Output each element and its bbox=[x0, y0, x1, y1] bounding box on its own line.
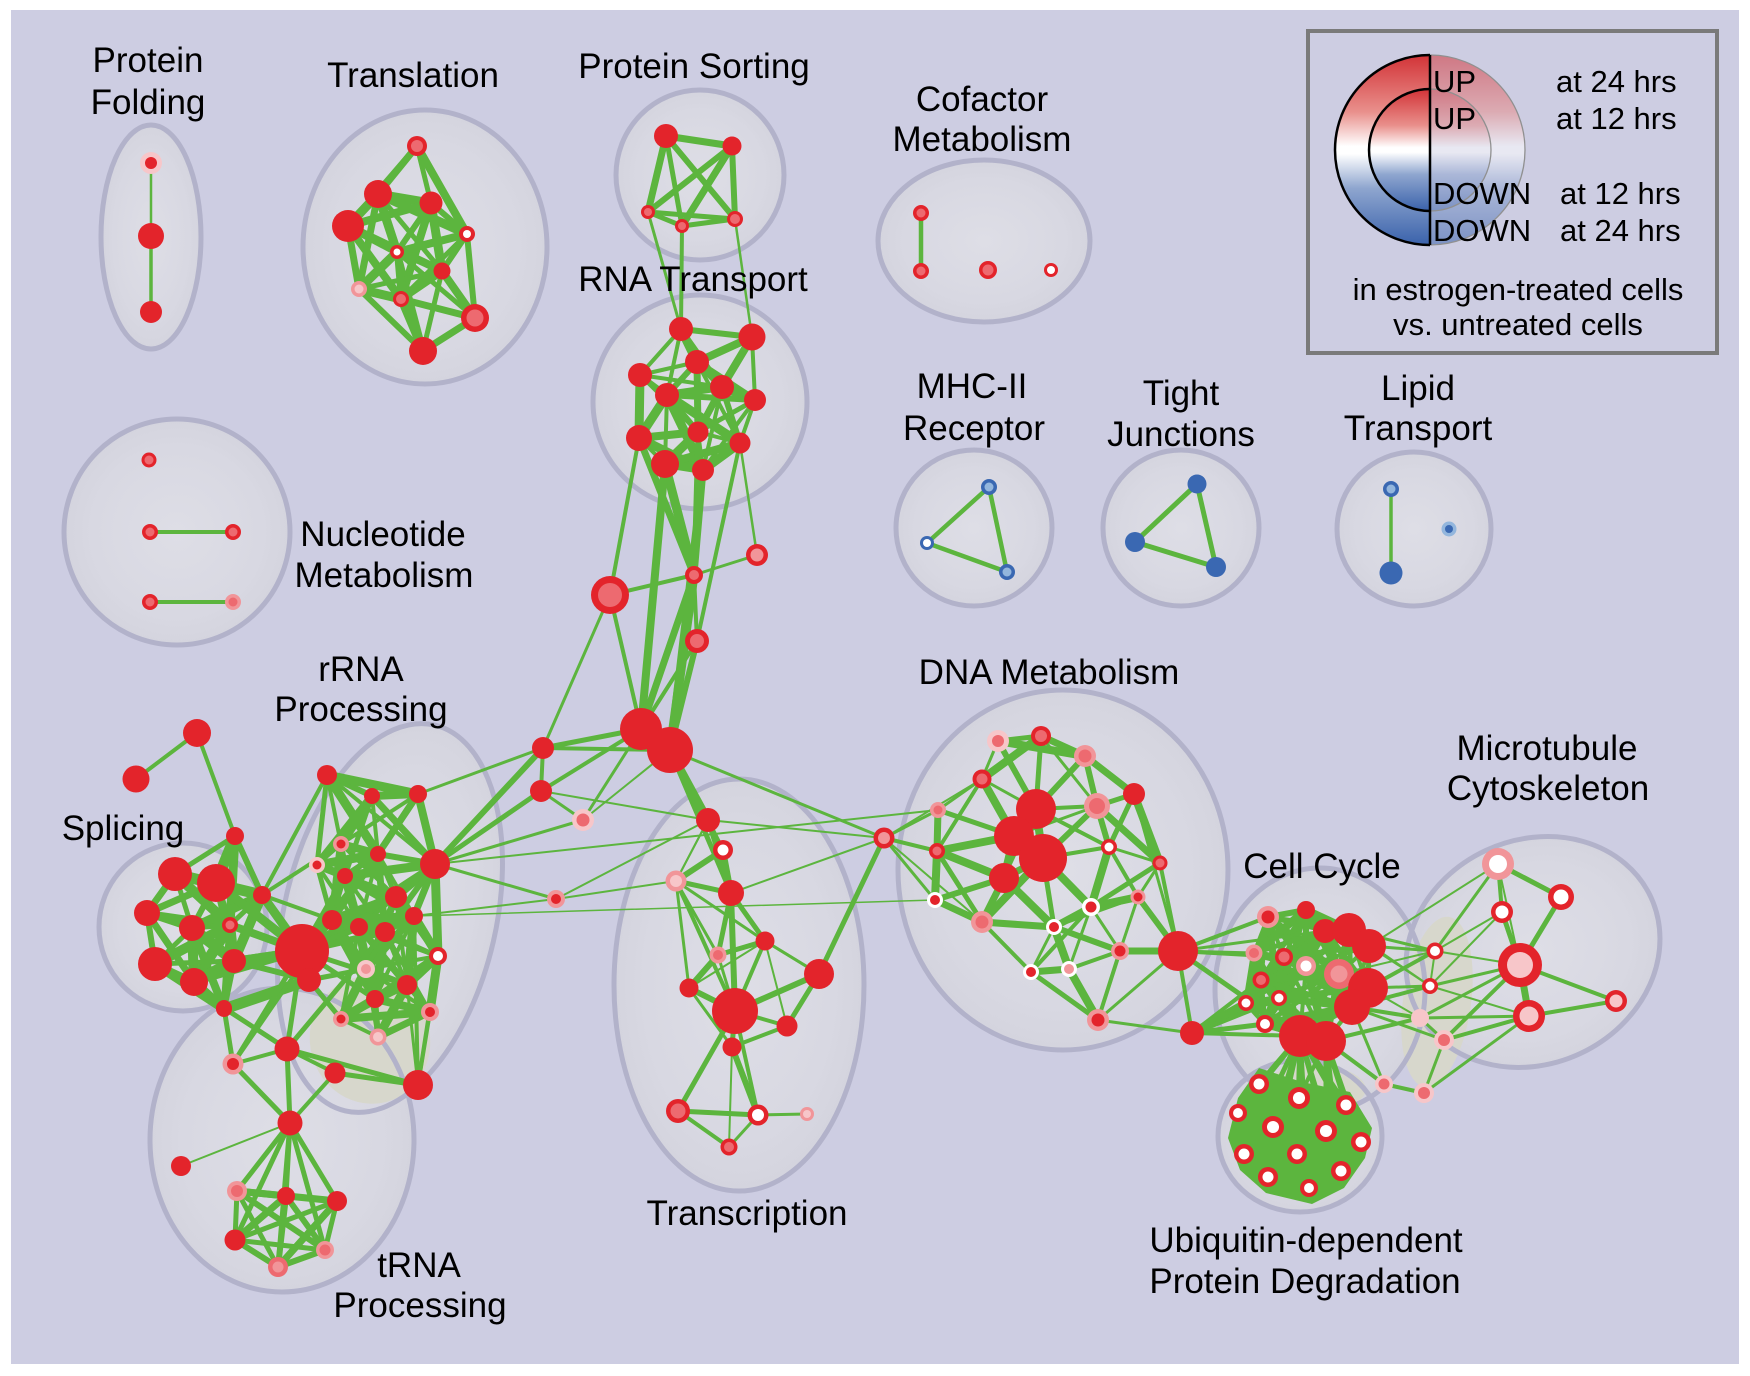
svg-text:Ubiquitin-dependent: Ubiquitin-dependent bbox=[1149, 1221, 1463, 1260]
svg-text:at 12 hrs: at 12 hrs bbox=[1560, 176, 1681, 211]
svg-text:Transport: Transport bbox=[1344, 409, 1493, 448]
svg-text:DOWN: DOWN bbox=[1433, 213, 1531, 248]
svg-text:DNA Metabolism: DNA Metabolism bbox=[919, 653, 1180, 692]
svg-text:RNA Transport: RNA Transport bbox=[578, 260, 808, 299]
svg-text:Protein: Protein bbox=[93, 41, 204, 80]
svg-text:Protein Sorting: Protein Sorting bbox=[578, 47, 810, 86]
svg-text:DOWN: DOWN bbox=[1433, 176, 1531, 211]
svg-text:tRNA: tRNA bbox=[377, 1246, 461, 1285]
svg-text:at 12 hrs: at 12 hrs bbox=[1556, 101, 1677, 136]
svg-text:Lipid: Lipid bbox=[1381, 369, 1455, 408]
svg-text:Junctions: Junctions bbox=[1107, 415, 1255, 454]
svg-text:Metabolism: Metabolism bbox=[295, 556, 474, 595]
svg-text:Microtubule: Microtubule bbox=[1457, 729, 1638, 768]
svg-text:MHC-II: MHC-II bbox=[917, 367, 1028, 406]
svg-text:Protein Degradation: Protein Degradation bbox=[1149, 1262, 1460, 1301]
svg-text:Folding: Folding bbox=[91, 83, 206, 122]
svg-text:vs. untreated cells: vs. untreated cells bbox=[1393, 307, 1643, 342]
svg-text:Translation: Translation bbox=[327, 56, 499, 95]
svg-text:Metabolism: Metabolism bbox=[893, 120, 1072, 159]
svg-text:Cell Cycle: Cell Cycle bbox=[1243, 847, 1401, 886]
svg-text:Processing: Processing bbox=[274, 690, 447, 729]
svg-text:Cofactor: Cofactor bbox=[916, 80, 1049, 119]
svg-text:at 24 hrs: at 24 hrs bbox=[1556, 64, 1677, 99]
svg-text:UP: UP bbox=[1433, 101, 1476, 136]
svg-text:at 24 hrs: at 24 hrs bbox=[1560, 213, 1681, 248]
svg-text:Receptor: Receptor bbox=[903, 409, 1045, 448]
svg-text:rRNA: rRNA bbox=[318, 650, 404, 689]
svg-text:UP: UP bbox=[1433, 64, 1476, 99]
svg-text:Transcription: Transcription bbox=[647, 1194, 848, 1233]
svg-text:Tight: Tight bbox=[1143, 374, 1220, 413]
svg-text:Processing: Processing bbox=[333, 1286, 506, 1325]
svg-text:Nucleotide: Nucleotide bbox=[300, 515, 465, 554]
svg-text:in estrogen-treated cells: in estrogen-treated cells bbox=[1353, 272, 1684, 307]
svg-text:Cytoskeleton: Cytoskeleton bbox=[1447, 769, 1649, 808]
svg-text:Splicing: Splicing bbox=[62, 809, 185, 848]
